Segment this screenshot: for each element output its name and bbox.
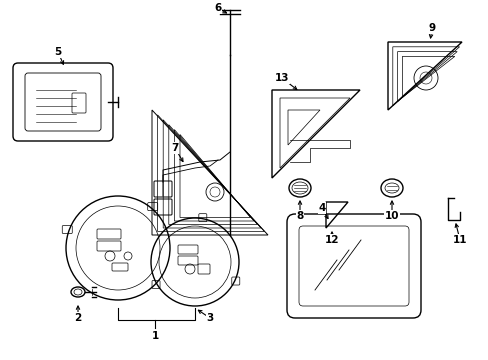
Text: 6: 6 bbox=[214, 3, 221, 13]
Text: 8: 8 bbox=[296, 211, 303, 221]
Text: 11: 11 bbox=[452, 235, 467, 245]
Text: 7: 7 bbox=[171, 143, 178, 153]
Text: 5: 5 bbox=[54, 47, 61, 57]
Text: 2: 2 bbox=[74, 313, 81, 323]
Text: 9: 9 bbox=[427, 23, 435, 33]
Text: 12: 12 bbox=[324, 235, 339, 245]
Text: 3: 3 bbox=[206, 313, 213, 323]
Text: 10: 10 bbox=[384, 211, 398, 221]
Text: 4: 4 bbox=[318, 203, 325, 213]
FancyBboxPatch shape bbox=[25, 73, 101, 131]
Text: 13: 13 bbox=[274, 73, 289, 83]
Polygon shape bbox=[287, 110, 319, 145]
Text: 1: 1 bbox=[151, 331, 158, 341]
